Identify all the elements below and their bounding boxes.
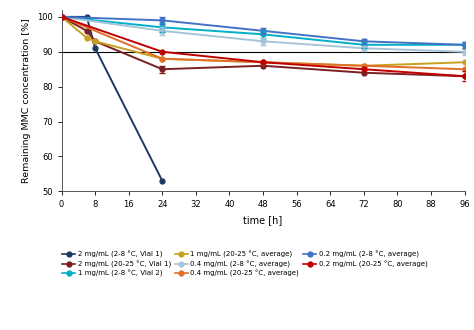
X-axis label: time [h]: time [h]	[244, 215, 283, 225]
Y-axis label: Remaining MMC concentration [%]: Remaining MMC concentration [%]	[22, 18, 31, 183]
Legend: 2 mg/mL (2-8 °C, Vial 1), 2 mg/mL (20-25 °C, Vial 1), 1 mg/mL (2-8 °C, Vial 2), : 2 mg/mL (2-8 °C, Vial 1), 2 mg/mL (20-25…	[61, 249, 429, 279]
